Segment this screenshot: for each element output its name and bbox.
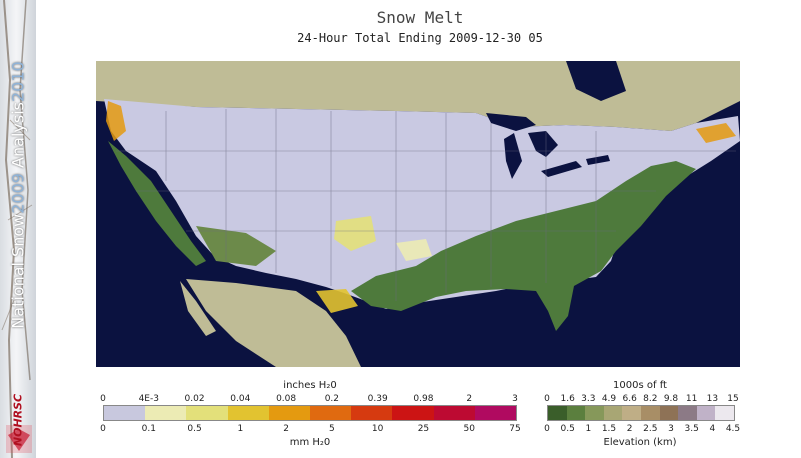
snowmelt-bottom-tick-label: 5 [329, 424, 335, 434]
elevation-top-tick-label: 11 [685, 394, 698, 404]
sidebar-title-text: National Snow [8, 213, 28, 329]
elevation-bottom-ticks: 0 0.5 1 1.5 2 2.5 3 3.5 4 4.5 [544, 424, 740, 436]
snowmelt-top-tick-label: 0.08 [276, 394, 297, 404]
elevation-top-tick-label: 6.6 [622, 394, 637, 404]
snowmelt-top-tick-label: 0.2 [324, 394, 340, 404]
lake-superior [486, 113, 536, 131]
snowmelt-top-tick-label: 0.98 [413, 394, 434, 404]
elevation-bottom-tick-label: 1 [585, 424, 592, 434]
elevation-swatch [603, 406, 623, 420]
elevation-swatch [622, 406, 641, 420]
elevation-bottom-tick-label: 2 [626, 424, 633, 434]
snowmelt-swatch [310, 406, 352, 420]
snowmelt-swatch [145, 406, 187, 420]
state-boundaries [116, 109, 736, 301]
snowmelt-bottom-tick-label: 1 [237, 424, 244, 434]
sidebar-analysis-text: Analysis [8, 102, 28, 168]
melt-patch-rio-grande [316, 289, 358, 313]
elevation-swatch [566, 406, 586, 420]
elevation-colorbar [547, 405, 735, 421]
mexico-land [186, 279, 361, 367]
melt-patch-northwest [106, 101, 126, 141]
snowmelt-bottom-tick-label: 2 [283, 424, 289, 434]
elevation-swatch [659, 406, 679, 420]
snow-melt-map [96, 61, 740, 367]
elevation-bottom-tick-label: 4.5 [725, 424, 741, 434]
snowmelt-swatch [268, 406, 311, 420]
elevation-swatch [548, 406, 567, 420]
elevation-top-tick-label: 9.8 [663, 394, 679, 404]
snowmelt-swatch [104, 406, 146, 420]
lake-huron [528, 131, 558, 157]
desert-southwest [196, 226, 276, 266]
pacific-coast-lowland [108, 141, 206, 266]
sidebar-banner: National Snow2009 Analysis2010 NOHRSC [0, 0, 36, 458]
elevation-unit-bottom: Elevation (km) [603, 437, 677, 448]
elevation-bottom-tick-label: 0.5 [560, 424, 575, 434]
melt-patch-new-england [696, 123, 736, 143]
snowmelt-unit-top: inches H₂0 [283, 380, 337, 391]
snowmelt-top-tick-label: 4E-3 [138, 394, 159, 404]
snowmelt-top-tick-label: 0.39 [367, 394, 388, 404]
elevation-top-tick-label: 4.9 [601, 394, 617, 404]
map-title: Snow Melt [376, 8, 464, 27]
snowmelt-bottom-tick-label: 25 [417, 424, 430, 434]
nohrsc-logo-icon [6, 425, 32, 453]
snowmelt-swatch [227, 406, 269, 420]
baja-california [180, 281, 216, 336]
lake-michigan [504, 133, 522, 179]
elevation-top-tick-label: 13 [706, 394, 719, 404]
snowmelt-unit-bottom: mm H₂0 [289, 437, 331, 448]
elevation-bottom-tick-label: 3.5 [684, 424, 699, 434]
elevation-top-tick-label: 15 [727, 394, 739, 404]
elevation-top-ticks: 0 1.6 3.3 4.9 6.6 8.2 9.8 11 13 15 [544, 394, 739, 406]
snowmelt-top-tick-label: 2 [466, 394, 473, 404]
snowmelt-swatch [474, 406, 517, 420]
sidebar-year-2: 2010 [8, 61, 28, 103]
elevation-bottom-tick-label: 0 [544, 424, 550, 434]
elevation-bottom-tick-label: 1.5 [601, 424, 617, 434]
snowmelt-bottom-tick-label: 75 [509, 424, 521, 434]
tree-branch-background [1, 0, 33, 458]
snowmelt-swatch [392, 406, 434, 420]
map-subtitle: 24-Hour Total Ending 2009-12-30 05 [297, 31, 543, 45]
melt-patch-oklahoma [396, 239, 432, 261]
lake-erie [541, 161, 582, 177]
elevation-top-tick-label: 0 [544, 394, 550, 404]
elevation-unit-top: 1000s of ft [613, 380, 667, 391]
snowmelt-top-ticks: 0 4E-3 0.02 0.04 0.08 0.2 0.39 0.98 2 3 [100, 394, 518, 406]
canadian-bay [566, 61, 626, 101]
elevation-top-tick-label: 1.6 [560, 394, 575, 404]
snowmelt-swatch [351, 406, 393, 420]
snowmelt-top-tick-label: 0.04 [230, 394, 251, 404]
sidebar-year-1: 2009 [8, 173, 28, 214]
elevation-swatch [715, 406, 734, 420]
elevation-swatch [585, 406, 604, 420]
snowmelt-bottom-tick-label: 10 [371, 424, 384, 434]
snowmelt-bottom-tick-label: 0.5 [187, 424, 202, 434]
elevation-swatch [640, 406, 660, 420]
snowmelt-swatch [186, 406, 228, 420]
snowmelt-top-tick-label: 3 [512, 394, 518, 404]
elevation-bottom-tick-label: 2.5 [643, 424, 658, 434]
elevation-top-tick-label: 3.3 [581, 394, 596, 404]
elevation-swatch [696, 406, 716, 420]
snowmelt-bottom-ticks: 0 0.1 0.5 1 2 5 10 25 50 75 [100, 424, 521, 436]
snowmelt-top-tick-label: 0 [100, 394, 106, 404]
elevation-bottom-tick-label: 4 [709, 424, 716, 434]
snowmelt-bottom-tick-label: 0.1 [141, 424, 156, 434]
snowmelt-swatch [433, 406, 475, 420]
snowmelt-bottom-tick-label: 50 [463, 424, 475, 434]
elevation-bottom-tick-label: 3 [668, 424, 674, 434]
lake-ontario [586, 155, 610, 165]
snowmelt-top-tick-label: 0.02 [184, 394, 205, 404]
snowmelt-bottom-tick-label: 0 [100, 424, 106, 434]
elevation-swatch [678, 406, 697, 420]
sidebar-title: National Snow2009 Analysis2010 [9, 61, 28, 328]
southeast-lowland [351, 161, 696, 331]
melt-patch-texas-panhandle [334, 216, 376, 251]
elevation-top-tick-label: 8.2 [643, 394, 658, 404]
nohrsc-logo-text: NOHRSC [11, 393, 25, 447]
snowmelt-colorbar [103, 405, 517, 421]
